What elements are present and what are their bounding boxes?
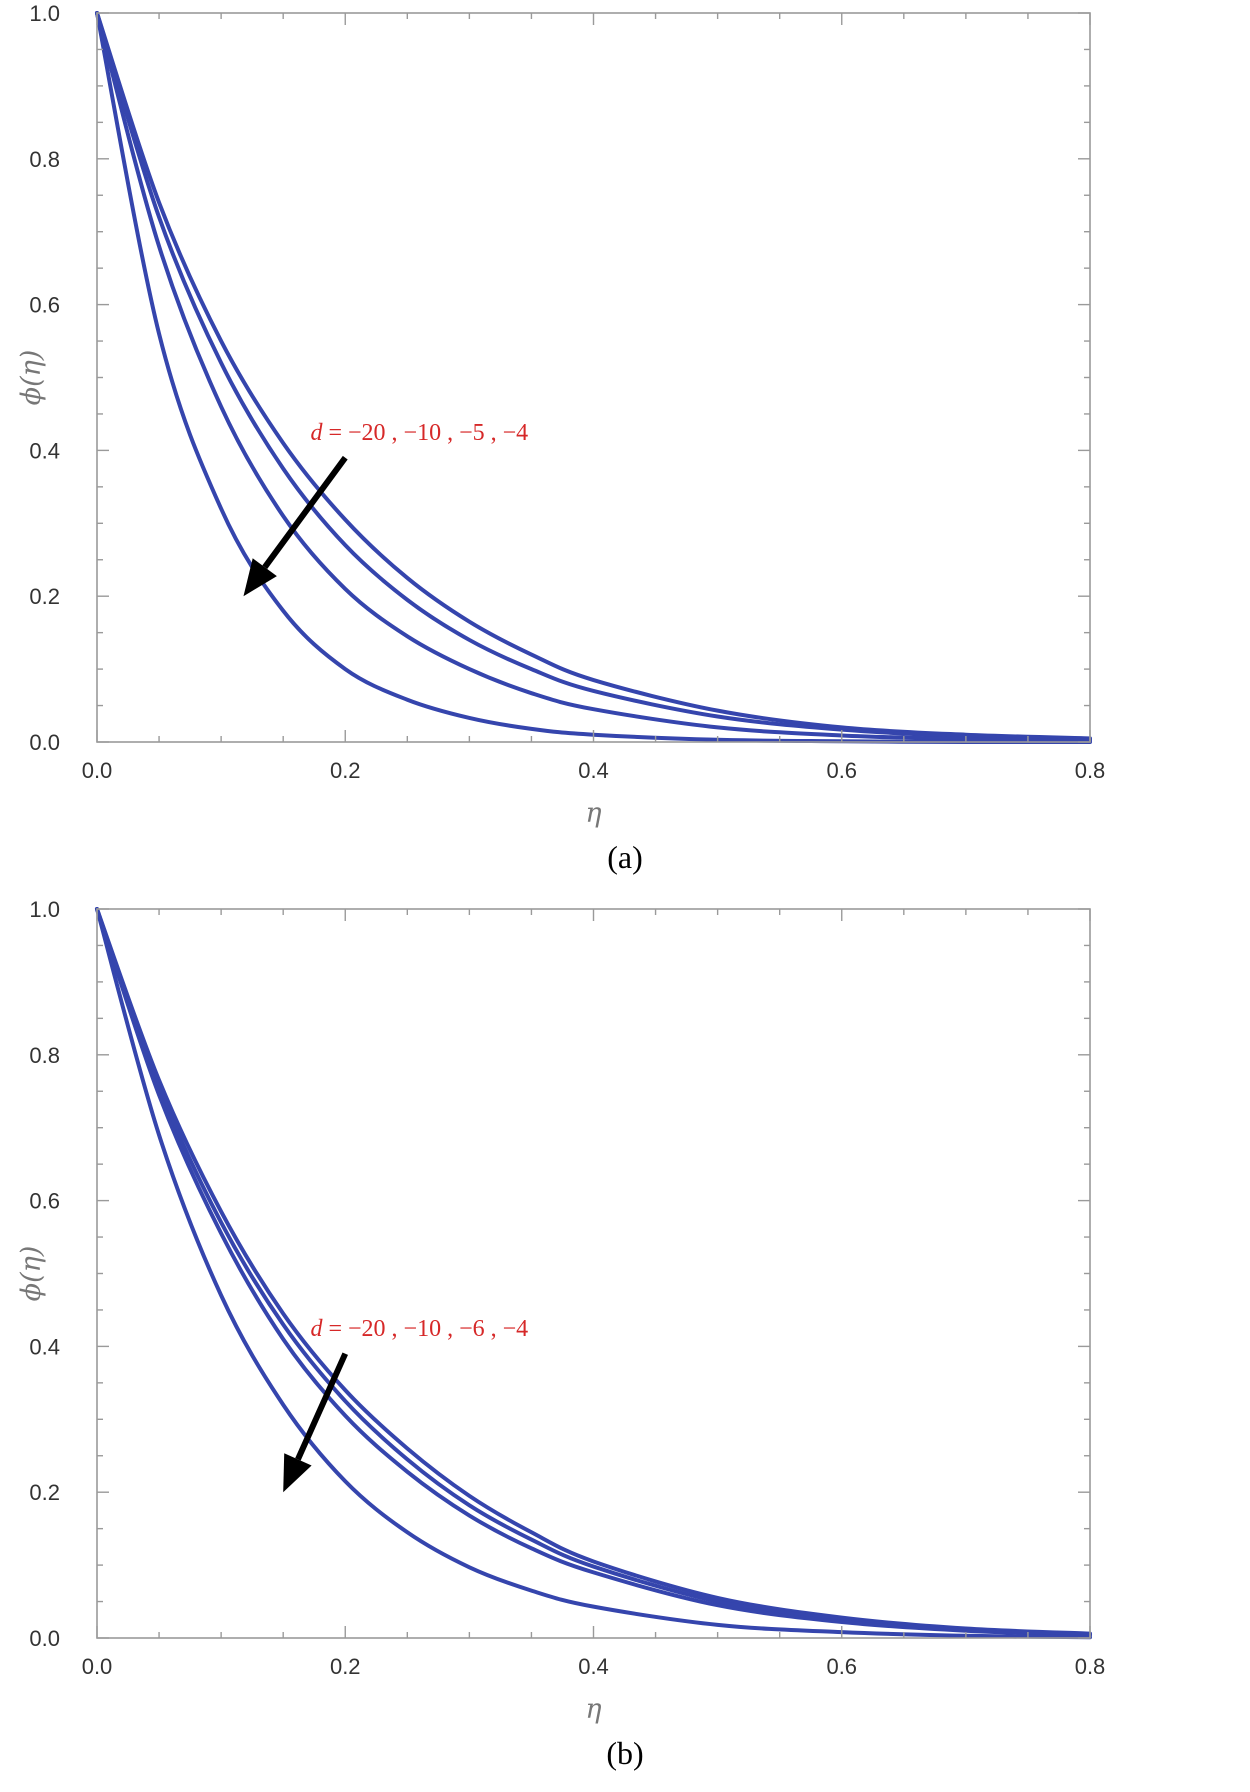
- y-tick-label-a: 0.0: [29, 730, 60, 755]
- x-axis-title-a: η: [585, 798, 601, 829]
- series-line-3-a: [95, 11, 1092, 743]
- arrow-head-a: [243, 558, 277, 597]
- y-tick-label-b: 0.8: [29, 1043, 60, 1068]
- x-tick-label-a: 0.0: [82, 758, 113, 783]
- y-tick-label-a: 1.0: [29, 1, 60, 26]
- ticks-a: [96, 12, 1091, 743]
- arrow-shaft-b: [295, 1352, 348, 1461]
- series-line-4-b: [95, 907, 1092, 1640]
- parameter-annotation-b: d = −20 , −10 , −6 , −4: [310, 1316, 528, 1342]
- ticks-b: [96, 908, 1091, 1639]
- panel-label-b: (b): [606, 1735, 643, 1771]
- annotation-values-b: = −20 , −10 , −6 , −4: [322, 1316, 528, 1342]
- series-line-2-b: [95, 907, 1092, 1637]
- direction-arrow-a: [243, 455, 348, 597]
- x-tick-label-b: 0.4: [578, 1654, 609, 1679]
- x-tick-label-a: 0.2: [330, 758, 361, 783]
- y-tick-label-b: 0.4: [29, 1334, 60, 1359]
- annotation-variable-a: d: [310, 420, 323, 446]
- y-tick-label-a: 0.6: [29, 293, 60, 318]
- y-tick-label-a: 0.2: [29, 584, 60, 609]
- x-tick-label-a: 0.6: [826, 758, 857, 783]
- direction-arrow-b: [283, 1352, 348, 1493]
- x-tick-label-a: 0.8: [1075, 758, 1106, 783]
- y-axis-title-b: ϕ(η): [16, 1246, 47, 1302]
- series-line-3-b: [95, 907, 1092, 1638]
- series-line-2-a: [95, 11, 1092, 742]
- y-tick-label-b: 0.0: [29, 1626, 60, 1651]
- tick-labels-b: 0.0 0.2 0.4 0.6 0.8 0.0 0.2 0.4 0.6 0.8 1.0: [29, 897, 1105, 1679]
- y-tick-label-b: 0.6: [29, 1189, 60, 1214]
- annotation-variable-b: d: [310, 1316, 323, 1342]
- arrow-shaft-a: [262, 455, 348, 569]
- panel-label-a: (a): [607, 839, 643, 875]
- series-line-1-b: [95, 907, 1092, 1636]
- x-tick-label-b: 0.8: [1075, 1654, 1106, 1679]
- x-tick-label-a: 0.4: [578, 758, 609, 783]
- arrow-head-b: [283, 1453, 312, 1493]
- x-tick-label-b: 0.0: [82, 1654, 113, 1679]
- chart-panel-a: 0.0 0.2 0.4 0.6 0.8 0.0 0.2 0.4 0.6 0.8 1.0 η ϕ(η) d …: [16, 1, 1105, 875]
- curves-a: [95, 11, 1092, 745]
- y-tick-label-b: 1.0: [29, 897, 60, 922]
- parameter-annotation-a: d = −20 , −10 , −5 , −4: [310, 420, 528, 446]
- plot-frame-a: [96, 12, 1091, 743]
- annotation-values-a: = −20 , −10 , −5 , −4: [322, 420, 528, 446]
- x-tick-label-b: 0.6: [826, 1654, 857, 1679]
- chart-panel-b: 0.0 0.2 0.4 0.6 0.8 0.0 0.2 0.4 0.6 0.8 1.0 η ϕ(η) d …: [0, 896, 1250, 1792]
- curves-b: [95, 907, 1092, 1640]
- series-line-1-a: [95, 11, 1092, 741]
- chart-b-svg: 0.0 0.2 0.4 0.6 0.8 0.0 0.2 0.4 0.6 0.8 1.0 η ϕ(η) d …: [16, 897, 1105, 1771]
- y-tick-label-a: 0.8: [29, 147, 60, 172]
- chart-a-svg: 0.0 0.2 0.4 0.6 0.8 0.0 0.2 0.4 0.6 0.8 1.0 η ϕ(η) d …: [16, 1, 1105, 875]
- y-tick-label-b: 0.2: [29, 1480, 60, 1505]
- x-axis-title-b: η: [585, 1694, 601, 1725]
- series-line-4-a: [95, 11, 1092, 745]
- x-tick-label-b: 0.2: [330, 1654, 361, 1679]
- y-axis-title-a: ϕ(η): [16, 350, 47, 406]
- y-tick-label-a: 0.4: [29, 438, 60, 463]
- plot-frame-b: [96, 908, 1091, 1639]
- tick-labels-a: 0.0 0.2 0.4 0.6 0.8 0.0 0.2 0.4 0.6 0.8 1.0: [29, 1, 1105, 783]
